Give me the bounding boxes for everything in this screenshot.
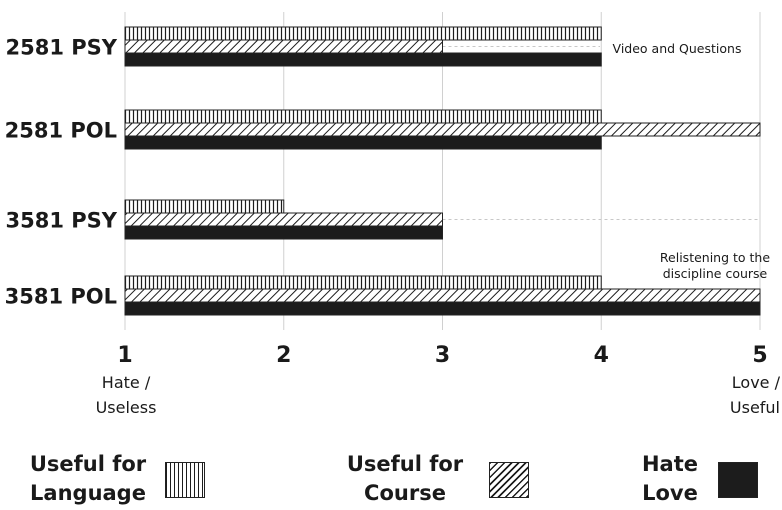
- legend-label-line2: Love: [642, 481, 698, 505]
- category-label: 3581 POL: [5, 285, 117, 309]
- legend-item-language: Useful for Language: [28, 450, 148, 508]
- category-label: 2581 POL: [5, 119, 117, 143]
- bar-vertical-lines: [124, 26, 602, 41]
- x-tick-label: 4: [594, 343, 609, 368]
- bar-solid: [124, 135, 602, 150]
- legend-swatch-vertical-pattern: [165, 462, 205, 498]
- annotation-text: Video and Questions: [613, 41, 742, 56]
- bar-diagonal-lines: [124, 39, 443, 54]
- legend-label-line2: Language: [30, 481, 146, 505]
- bar-solid: [124, 52, 602, 67]
- legend-swatch-diagonal-pattern: [489, 462, 529, 498]
- category-label: 3581 PSY: [6, 209, 118, 233]
- bar-solid: [124, 301, 761, 316]
- bar-diagonal-lines: [124, 288, 761, 303]
- annotation-text: Relistening to the: [660, 250, 770, 265]
- x-high-label: Love /: [732, 373, 781, 392]
- bar-vertical-lines: [124, 199, 285, 214]
- x-low-label: Hate /: [102, 373, 151, 392]
- legend-item-course: Useful for Course: [345, 450, 465, 508]
- category-label: 2581 PSY: [6, 36, 118, 60]
- legend-label-line1: Useful for: [29, 452, 147, 476]
- x-tick-label: 2: [276, 343, 291, 368]
- bars-layer: [124, 26, 761, 316]
- bar-solid: [124, 225, 443, 240]
- bar-diagonal-lines: [124, 212, 443, 227]
- x-low-label: Useless: [96, 398, 157, 417]
- legend-swatch-solid: [718, 462, 758, 498]
- x-high-label: Useful: [730, 398, 780, 417]
- legend-label-line1: Useful for: [346, 452, 464, 476]
- labels-layer: 2581 PSY 2581 POL 3581 PSY 3581 POL Video an…: [5, 36, 781, 418]
- annotation-text: discipline course: [663, 266, 768, 281]
- x-tick-label: 3: [435, 343, 450, 368]
- bar-diagonal-lines: [124, 122, 761, 137]
- legend-label-line2: Course: [364, 481, 446, 505]
- x-tick-label: 1: [117, 343, 132, 368]
- legend-item-hate-love: Hate Love: [630, 450, 710, 508]
- bar-vertical-lines: [124, 109, 602, 124]
- legend-label-line1: Hate: [641, 452, 699, 476]
- x-tick-label: 5: [752, 343, 767, 368]
- bar-chart: 2581 PSY 2581 POL 3581 PSY 3581 POL Video an…: [5, 12, 781, 418]
- bar-vertical-lines: [124, 275, 602, 290]
